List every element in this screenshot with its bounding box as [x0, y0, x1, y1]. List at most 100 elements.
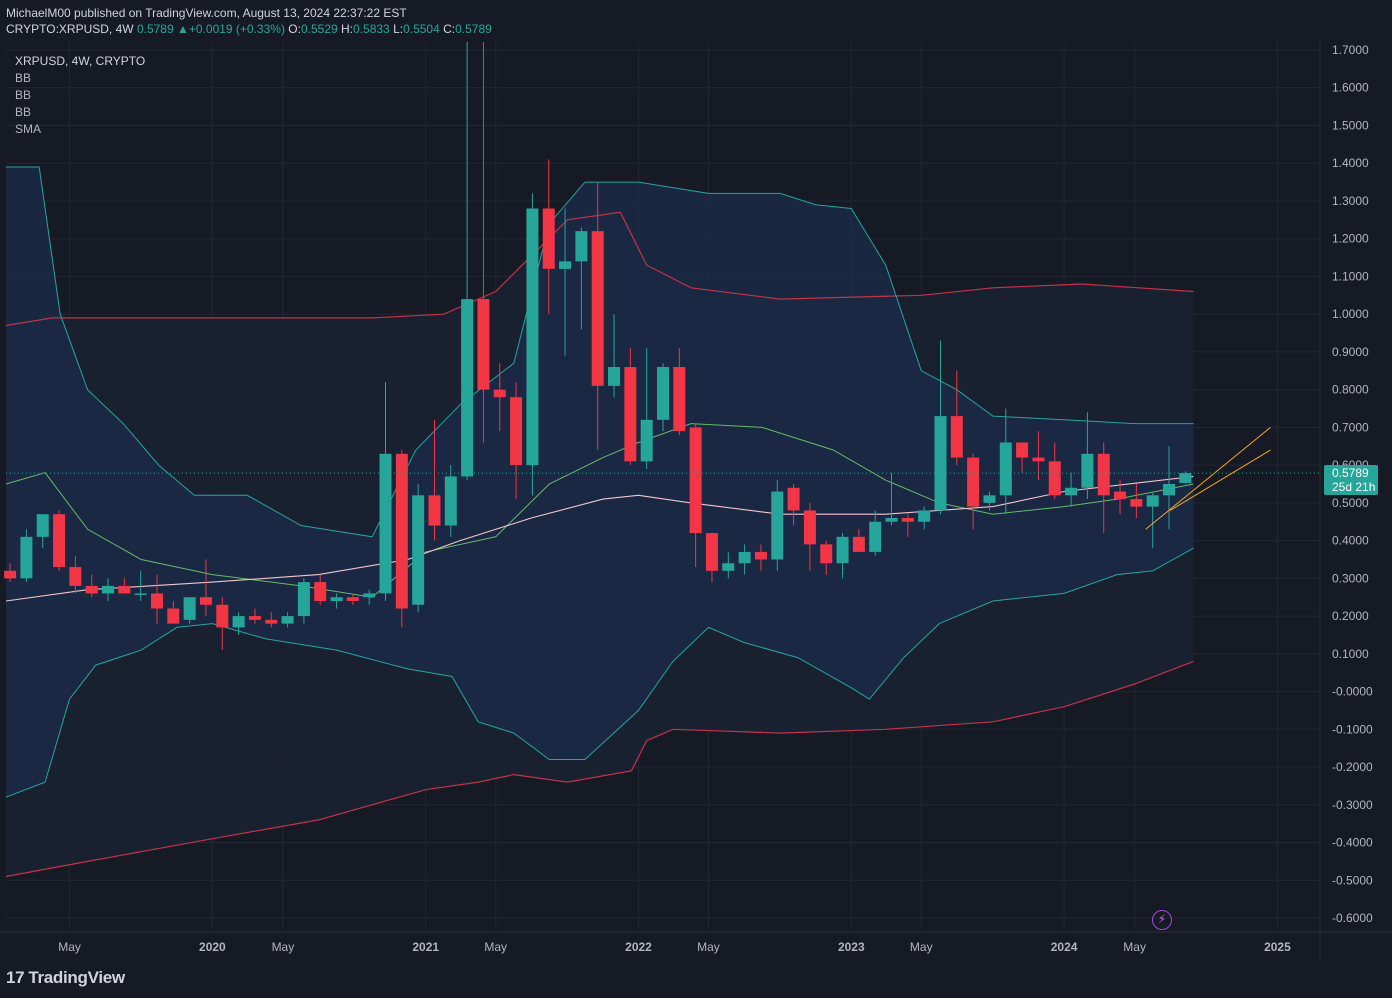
candle-body [542, 208, 555, 269]
candle-body [412, 495, 425, 605]
candle-body [379, 453, 392, 594]
close-value: 0.5789 [455, 22, 492, 36]
candle [216, 597, 229, 651]
candle [901, 514, 914, 537]
legend-indicator-bb-2[interactable]: BB [15, 88, 32, 102]
candle-body [722, 563, 735, 571]
candle-body [477, 299, 490, 390]
candle [395, 450, 408, 628]
candle [4, 563, 17, 583]
candle-body [183, 597, 196, 620]
last-price: 0.5789 [136, 22, 174, 36]
candle-body [787, 487, 800, 511]
candle [477, 42, 490, 443]
price-tick-label: -0.1000 [1332, 722, 1373, 736]
candle-body [134, 593, 147, 595]
price-tick-label: 1.4000 [1332, 156, 1369, 170]
price-tick-label: 0.2000 [1332, 609, 1369, 623]
legend-indicator-sma[interactable]: SMA [15, 122, 42, 136]
candle-body [689, 427, 702, 534]
legend-symbol[interactable]: XRPUSD, 4W, CRYPTO [15, 54, 146, 68]
bollinger-band-fill [6, 167, 1194, 877]
legend-indicator-bb-3[interactable]: BB [15, 105, 32, 119]
price-tick-label: 0.1000 [1332, 647, 1369, 661]
time-tick-label: May [1123, 940, 1146, 954]
candle-body [199, 597, 212, 605]
candle-body [1016, 442, 1029, 458]
candle [346, 593, 359, 605]
time-tick-label: May [272, 940, 295, 954]
close-label: C: [443, 22, 456, 36]
candle-body [102, 585, 115, 594]
candle [657, 363, 669, 432]
candle [820, 540, 833, 575]
last-price-badge: 0.5789 25d 21h [1324, 465, 1378, 495]
candle-body [1146, 495, 1159, 507]
price-tick-label: -0.0000 [1332, 685, 1373, 699]
candle-body [771, 491, 784, 560]
candle-body [428, 495, 441, 526]
time-tick-label: May [910, 940, 933, 954]
candle [428, 419, 441, 541]
candle-body [1081, 453, 1094, 488]
indicator-lines [5, 166, 1194, 878]
candle-body [526, 208, 539, 466]
candle-body [559, 261, 572, 269]
candle [134, 570, 147, 601]
candle [314, 574, 327, 605]
lightning-icon[interactable]: ⚡︎ [1152, 910, 1172, 930]
candle [934, 340, 947, 515]
candle-body [346, 597, 359, 601]
candle [1130, 484, 1143, 518]
candle-body [754, 551, 767, 560]
bb-outer-lower-line [5, 660, 1194, 878]
candle [722, 551, 735, 579]
candle-body [1065, 487, 1078, 496]
candle [885, 472, 898, 526]
candle [20, 529, 33, 583]
candle [673, 348, 686, 435]
candle-body [1130, 499, 1143, 507]
price-axis[interactable]: 1.7000 1.6000 1.5000 1.4000 1.3000 1.2000 1.10… [1332, 43, 1373, 925]
badge-countdown: 25d 21h [1332, 480, 1376, 494]
price-tick-label: 0.8000 [1332, 383, 1369, 397]
candle-body [657, 367, 669, 420]
candle [705, 533, 718, 583]
candle [559, 208, 572, 356]
trend-channel[interactable] [1145, 427, 1271, 530]
legend-indicator-bb-1[interactable]: BB [15, 71, 32, 85]
candle-body [950, 416, 963, 458]
bb-inner-lower-line [5, 547, 1194, 798]
candle [36, 514, 49, 549]
candle [118, 578, 131, 594]
candle-body [265, 619, 278, 624]
candle [1146, 491, 1159, 549]
candle [1032, 431, 1045, 481]
candle-body [150, 593, 163, 609]
candle-body [803, 510, 816, 545]
symbol-ohlc-line: CRYPTO:XRPUSD, 4W 0.5789 ▲+0.0019 (+0.33… [6, 21, 1386, 37]
candle-body [608, 367, 621, 386]
candle-body [363, 593, 376, 598]
bb-basis-line [5, 423, 1194, 598]
price-tick-label: 1.0000 [1332, 307, 1369, 321]
candle-body [1032, 457, 1045, 462]
candle [575, 227, 588, 330]
candle [1081, 412, 1094, 500]
tradingview-logo[interactable]: 17 TradingView [6, 968, 125, 988]
price-tick-label: 0.9000 [1332, 345, 1369, 359]
symbol-name[interactable]: CRYPTO:XRPUSD, 4W [6, 22, 134, 36]
candle-body [869, 521, 882, 552]
candle-body [281, 616, 294, 624]
candle [444, 465, 457, 537]
candle-body [314, 582, 327, 601]
candle-body [852, 536, 865, 552]
time-tick-label: May [697, 940, 720, 954]
candle [624, 348, 637, 466]
candle [608, 314, 621, 398]
price-change: +0.0019 (+0.33%) [188, 22, 285, 36]
time-axis[interactable]: May 2020 May 2021 May 2022 May 2023 May 2024 May 20… [58, 940, 1291, 954]
price-tick-label: 0.4000 [1332, 534, 1369, 548]
